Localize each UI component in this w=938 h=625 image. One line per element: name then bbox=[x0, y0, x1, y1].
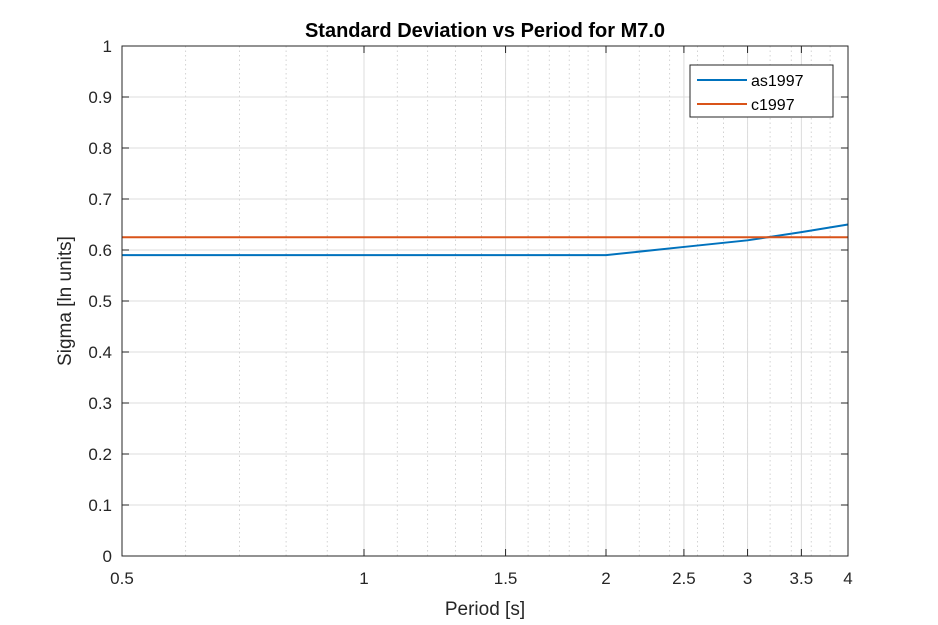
x-tick-label-1: 1 bbox=[359, 569, 368, 588]
y-tick-label-1: 1 bbox=[103, 37, 112, 56]
y-axis-title: Sigma [ln units] bbox=[55, 236, 76, 366]
y-tick-label-0-5: 0.5 bbox=[88, 292, 112, 311]
x-tick-label-4: 4 bbox=[843, 569, 852, 588]
x-tick-label-2-5: 2.5 bbox=[672, 569, 696, 588]
legend: as1997 c1997 bbox=[689, 64, 834, 118]
legend-box bbox=[689, 64, 834, 118]
y-tick-label-0-9: 0.9 bbox=[88, 88, 112, 107]
y-tick-label-0-1: 0.1 bbox=[88, 496, 112, 515]
x-tick-label-2: 2 bbox=[601, 569, 610, 588]
x-tick-label-0-5: 0.5 bbox=[110, 569, 134, 588]
series-line-as1997 bbox=[122, 223, 849, 257]
x-axis-title: Period [s] bbox=[445, 599, 525, 620]
y-tick-label-0-6: 0.6 bbox=[88, 241, 112, 260]
y-tick-label-0-8: 0.8 bbox=[88, 139, 112, 158]
y-tick-label-0: 0 bbox=[103, 547, 112, 566]
y-tick-label-0-7: 0.7 bbox=[88, 190, 112, 209]
x-tick-label-3: 3 bbox=[743, 569, 752, 588]
tick-labels: 0.5 1 1.5 2 2.5 3 3.5 4 0 0.1 0.2 0.3 0.4 0.5 0.6 0.7 0.… bbox=[88, 37, 852, 588]
x-tick-label-3-5: 3.5 bbox=[790, 569, 814, 588]
x-tick-label-1-5: 1.5 bbox=[494, 569, 518, 588]
ticks bbox=[121, 45, 849, 557]
y-tick-label-0-2: 0.2 bbox=[88, 445, 112, 464]
y-tick-label-0-4: 0.4 bbox=[88, 343, 112, 362]
series-layer bbox=[122, 223, 849, 257]
legend-label-c1997: c1997 bbox=[751, 97, 795, 114]
chart-title: Standard Deviation vs Period for M7.0 bbox=[305, 20, 665, 42]
legend-label-as1997: as1997 bbox=[751, 73, 804, 90]
y-tick-label-0-3: 0.3 bbox=[88, 394, 112, 413]
